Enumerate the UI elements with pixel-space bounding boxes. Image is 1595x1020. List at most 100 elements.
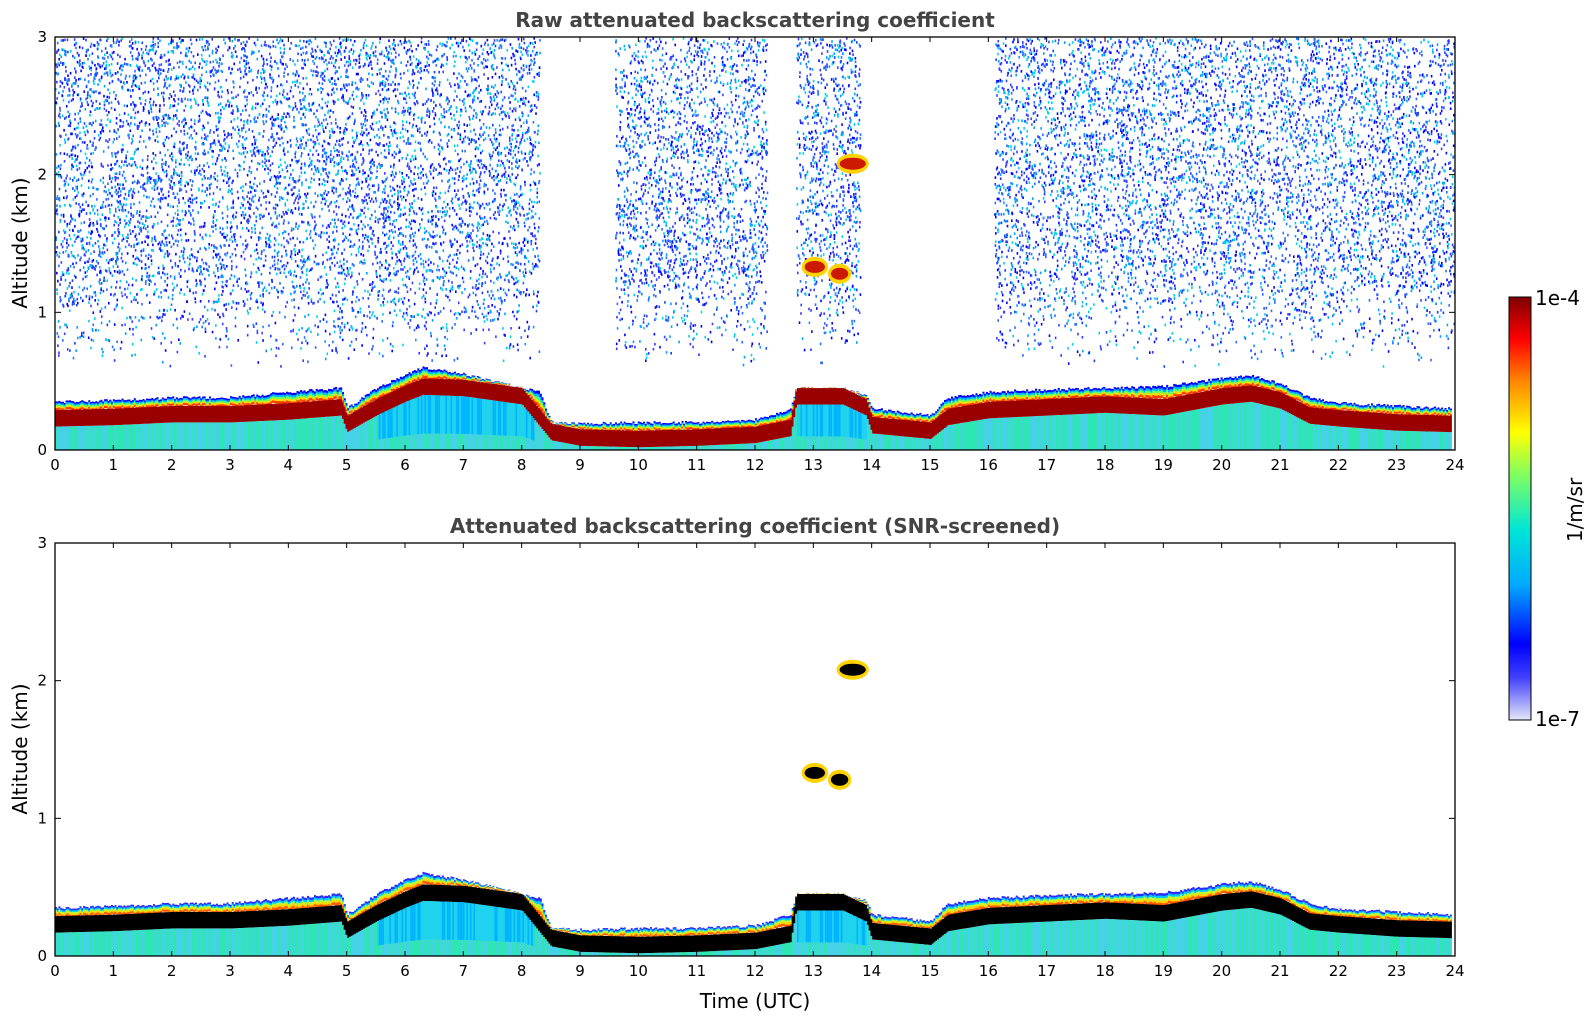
noise-speck xyxy=(317,278,319,281)
noise-speck xyxy=(56,197,58,200)
noise-speck xyxy=(278,166,280,169)
noise-speck xyxy=(104,54,106,57)
noise-speck xyxy=(477,317,479,320)
noise-speck xyxy=(94,299,96,302)
noise-speck xyxy=(130,203,132,206)
noise-speck xyxy=(238,278,240,281)
noise-speck xyxy=(379,120,381,123)
noise-speck xyxy=(122,234,124,237)
noise-speck xyxy=(485,260,487,263)
noise-speck xyxy=(318,121,320,124)
noise-speck xyxy=(86,242,88,245)
noise-speck xyxy=(503,289,505,292)
noise-speck xyxy=(115,208,117,211)
noise-speck xyxy=(534,131,536,134)
noise-speck xyxy=(266,160,268,163)
noise-speck xyxy=(427,61,429,64)
noise-speck xyxy=(516,296,518,299)
noise-speck xyxy=(144,81,146,84)
noise-speck xyxy=(112,274,114,277)
noise-speck xyxy=(454,84,456,87)
noise-speck xyxy=(463,49,465,52)
noise-speck xyxy=(234,248,236,251)
noise-speck xyxy=(150,80,152,83)
noise-speck xyxy=(383,222,385,225)
noise-speck xyxy=(410,58,412,61)
noise-speck xyxy=(239,135,241,138)
noise-speck xyxy=(140,97,142,100)
noise-speck xyxy=(420,177,422,180)
noise-speck xyxy=(175,165,177,168)
noise-speck xyxy=(394,189,396,192)
noise-speck xyxy=(465,308,467,311)
noise-speck xyxy=(139,214,141,217)
noise-speck xyxy=(436,299,438,302)
noise-speck xyxy=(76,158,78,161)
noise-speck xyxy=(474,96,476,99)
noise-speck xyxy=(500,308,502,311)
noise-speck xyxy=(245,183,247,186)
noise-speck xyxy=(169,155,171,158)
noise-speck xyxy=(94,205,96,208)
noise-speck xyxy=(518,195,520,198)
noise-speck xyxy=(500,193,502,196)
noise-speck xyxy=(244,96,246,99)
noise-speck xyxy=(124,187,126,190)
noise-speck xyxy=(316,263,318,266)
noise-speck xyxy=(178,240,180,243)
noise-speck xyxy=(248,290,250,293)
noise-speck xyxy=(458,121,460,124)
noise-speck xyxy=(423,182,425,185)
noise-speck xyxy=(136,264,138,267)
noise-speck xyxy=(482,110,484,113)
noise-speck xyxy=(420,227,422,230)
noise-speck xyxy=(105,72,107,75)
noise-speck xyxy=(437,345,439,348)
noise-speck xyxy=(439,150,441,153)
noise-speck xyxy=(395,56,397,59)
noise-speck xyxy=(343,137,345,140)
noise-speck xyxy=(184,261,186,264)
noise-speck xyxy=(67,305,69,308)
noise-speck xyxy=(378,294,380,297)
noise-speck xyxy=(275,239,277,242)
noise-speck xyxy=(362,245,364,248)
noise-speck xyxy=(509,139,511,142)
noise-speck xyxy=(274,244,276,247)
noise-speck xyxy=(233,118,235,121)
noise-speck xyxy=(351,48,353,51)
noise-speck xyxy=(412,183,414,186)
noise-speck xyxy=(119,209,121,212)
noise-speck xyxy=(143,140,145,143)
noise-speck xyxy=(295,84,297,87)
noise-speck xyxy=(270,164,272,167)
noise-speck xyxy=(237,69,239,72)
noise-speck xyxy=(70,205,72,208)
noise-speck xyxy=(217,301,219,304)
noise-speck xyxy=(125,209,127,212)
noise-speck xyxy=(264,41,266,44)
noise-speck xyxy=(362,78,364,81)
noise-speck xyxy=(294,290,296,293)
noise-speck xyxy=(183,257,185,260)
noise-speck xyxy=(164,197,166,200)
noise-speck xyxy=(179,188,181,191)
noise-speck xyxy=(323,54,325,57)
noise-speck xyxy=(208,274,210,277)
noise-speck xyxy=(531,210,533,213)
noise-speck xyxy=(187,159,189,162)
noise-speck xyxy=(159,108,161,111)
noise-speck xyxy=(128,244,130,247)
noise-speck xyxy=(256,220,258,223)
noise-speck xyxy=(80,97,82,100)
noise-speck xyxy=(248,229,250,232)
noise-speck xyxy=(218,294,220,297)
noise-speck xyxy=(163,234,165,237)
noise-speck xyxy=(285,250,287,253)
noise-speck xyxy=(463,163,465,166)
noise-speck xyxy=(515,49,517,52)
noise-speck xyxy=(113,91,115,94)
noise-speck xyxy=(523,121,525,124)
noise-speck xyxy=(88,260,90,263)
noise-speck xyxy=(411,155,413,158)
